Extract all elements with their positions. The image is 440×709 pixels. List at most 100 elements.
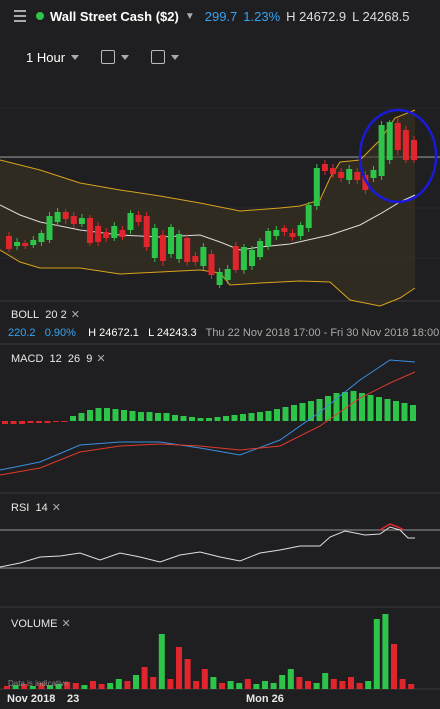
volume-bar xyxy=(81,685,88,689)
candle xyxy=(249,250,255,266)
high-value: H 24672.9 xyxy=(286,8,347,24)
volume-bar xyxy=(219,683,225,689)
timeframe-select[interactable]: 1 Hour xyxy=(26,49,66,65)
macd-bar xyxy=(333,393,340,421)
chevron-down-icon[interactable]: ▼ xyxy=(184,10,195,22)
candle xyxy=(216,272,223,285)
candle xyxy=(184,238,191,262)
volume-bar xyxy=(391,644,397,689)
close-icon[interactable]: ✕ xyxy=(61,618,71,630)
boll-indicator-label[interactable]: BOLL 20 2 ✕ xyxy=(11,309,80,321)
macd-bar xyxy=(282,407,289,421)
volume-bar xyxy=(270,683,277,689)
macd-bar xyxy=(240,414,246,421)
candle xyxy=(321,164,328,171)
macd-bar xyxy=(384,399,391,421)
volume-bar xyxy=(348,677,354,689)
candle xyxy=(46,216,53,240)
macd-bar xyxy=(248,413,255,421)
annotation-circle xyxy=(358,108,438,204)
macd-bar xyxy=(376,397,382,421)
volume-bar xyxy=(72,683,79,689)
candle xyxy=(6,236,12,249)
candle xyxy=(281,228,288,232)
candle xyxy=(111,226,118,238)
chevron-down-icon[interactable] xyxy=(121,54,130,60)
macd-bar xyxy=(223,416,229,421)
close-icon[interactable]: ✕ xyxy=(70,309,80,321)
candle xyxy=(168,227,174,254)
candle xyxy=(232,246,239,270)
volume-bar xyxy=(382,614,389,689)
macd-bar xyxy=(112,409,119,421)
candle xyxy=(297,225,304,236)
volume-bar xyxy=(4,686,10,689)
macd-indicator-label[interactable]: MACD 12 26 9 ✕ xyxy=(11,353,106,365)
candle xyxy=(289,233,296,237)
candle xyxy=(127,213,134,230)
macd-bar xyxy=(2,421,8,424)
volume-bar xyxy=(322,673,329,689)
macd-bar xyxy=(231,415,238,421)
rsi-indicator-label[interactable]: RSI 14 ✕ xyxy=(11,502,61,514)
candlestick-icon[interactable] xyxy=(151,50,166,64)
volume-bar xyxy=(184,659,191,689)
volume-bar xyxy=(167,679,174,689)
top-bar: Wall Street Cash ($2) ▼ 299.7 1.23% H 24… xyxy=(0,0,440,32)
volume-bar xyxy=(38,683,45,689)
volume-bar xyxy=(64,682,71,689)
x-axis-label: Nov 2018 xyxy=(7,693,56,705)
candle xyxy=(38,233,45,242)
menu-icon[interactable] xyxy=(14,10,26,22)
macd-bar xyxy=(299,403,306,421)
bollinger-upper xyxy=(0,109,416,212)
volume-bar xyxy=(227,681,234,689)
volume-bar xyxy=(124,681,131,689)
candle xyxy=(151,228,158,258)
volume-bar xyxy=(47,685,53,689)
volume-bar xyxy=(158,634,165,689)
volume-bar xyxy=(330,679,337,689)
candle xyxy=(305,205,312,228)
close-icon[interactable]: ✕ xyxy=(51,502,61,514)
instrument-name[interactable]: Wall Street Cash ($2) xyxy=(50,8,179,24)
candle xyxy=(240,247,247,270)
macd-line xyxy=(0,359,416,471)
volume-bar xyxy=(29,686,36,689)
candle xyxy=(273,230,280,236)
macd-bar xyxy=(265,411,272,421)
volume-indicator-label[interactable]: VOLUME ✕ xyxy=(11,618,71,630)
macd-bar xyxy=(95,408,102,421)
rsi-line xyxy=(0,526,415,568)
volume-bar xyxy=(133,675,139,689)
macd-bar xyxy=(70,416,76,421)
x-axis-label: 23 xyxy=(67,693,80,705)
close-icon[interactable]: ✕ xyxy=(96,353,106,365)
macd-bar xyxy=(155,413,161,421)
candle xyxy=(95,226,102,242)
macd-bar xyxy=(36,421,42,423)
macd-bar xyxy=(325,396,331,421)
candle xyxy=(265,231,272,246)
candle xyxy=(119,230,126,237)
volume-bar xyxy=(356,683,363,689)
chevron-down-icon[interactable] xyxy=(71,54,80,60)
candle xyxy=(192,256,199,262)
candle xyxy=(402,130,409,160)
macd-bar xyxy=(274,409,280,421)
candle xyxy=(143,216,150,247)
volume-bar xyxy=(176,647,182,689)
volume-bar xyxy=(365,681,372,689)
macd-bar xyxy=(27,421,34,423)
calendar-icon[interactable] xyxy=(101,50,116,64)
price-change-pct: 1.23% xyxy=(243,8,281,24)
bollinger-middle xyxy=(0,194,416,251)
chevron-down-icon[interactable] xyxy=(171,54,180,60)
volume-bar xyxy=(279,675,286,689)
price-change: 299.7 xyxy=(204,8,238,24)
macd-bar xyxy=(53,421,59,422)
macd-bar xyxy=(401,403,408,421)
volume-bar xyxy=(55,684,62,689)
candle xyxy=(394,123,401,150)
